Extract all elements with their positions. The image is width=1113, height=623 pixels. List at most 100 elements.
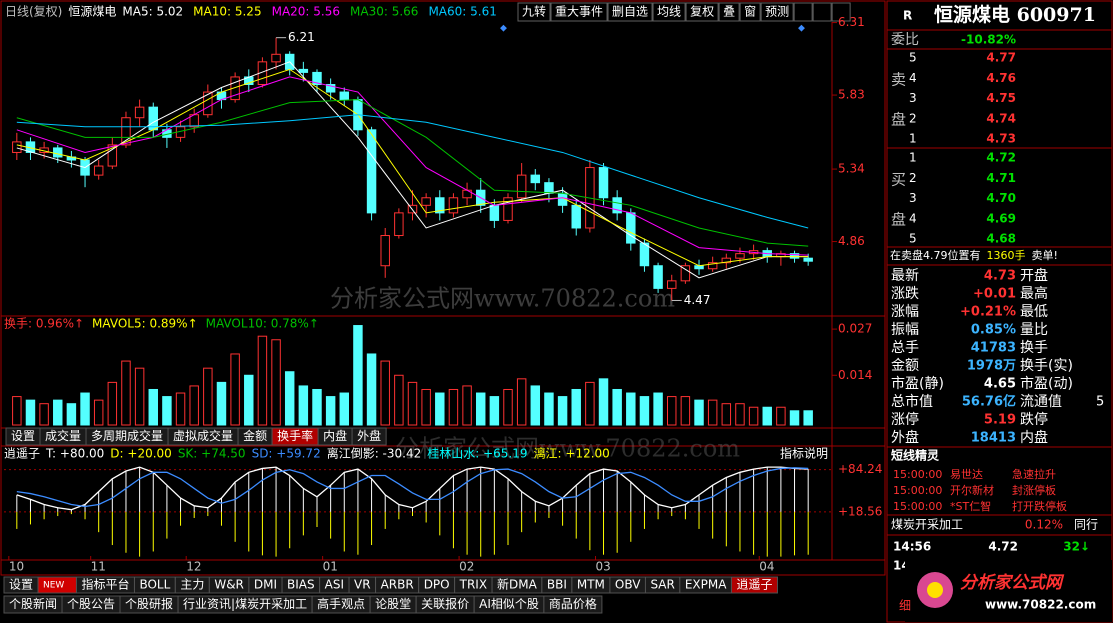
- indicator-tab[interactable]: TRIX: [459, 578, 487, 592]
- toolbar-button[interactable]: 叠: [723, 5, 735, 19]
- indicator-tab[interactable]: 主力: [180, 578, 204, 592]
- indicator-header: SK: +74.50: [178, 447, 246, 461]
- stat-label: 涨停: [891, 411, 919, 428]
- news-tab-frame[interactable]: [543, 595, 603, 614]
- indicator-tab[interactable]: BBI: [547, 578, 567, 592]
- candle-body: [203, 91, 213, 116]
- indicator-tab[interactable]: ARBR: [381, 578, 414, 592]
- volume-bar: [421, 388, 431, 426]
- volume-tab[interactable]: 成交量: [45, 428, 81, 443]
- indicator-tab[interactable]: 指标平台: [81, 577, 129, 592]
- toolbar-button-frame: [685, 2, 719, 22]
- alert-stock[interactable]: 开尔新材: [950, 483, 994, 497]
- toolbar-icon[interactable]: [812, 2, 832, 22]
- sell-price: 4.76: [986, 71, 1016, 85]
- news-tab[interactable]: 个股公告: [67, 597, 115, 611]
- news-tab[interactable]: 商品价格: [549, 596, 597, 611]
- stat-label: 开盘: [1020, 267, 1048, 284]
- indicator-tab-frame[interactable]: [730, 576, 778, 594]
- candle-body: [667, 280, 677, 289]
- chart-frame: [0, 0, 886, 576]
- candle-body: [503, 197, 513, 221]
- buy-level: 5: [909, 232, 917, 246]
- news-tab[interactable]: AI相似个股: [479, 597, 539, 611]
- alert-time: 15:00:00: [893, 484, 942, 497]
- volume-bar: [653, 392, 663, 426]
- toolbar-button[interactable]: 复权: [690, 5, 714, 19]
- candle-body: [803, 257, 813, 262]
- indicator-tab[interactable]: 设置: [9, 578, 33, 592]
- volume-bar: [298, 385, 309, 426]
- toolbar-button[interactable]: 九转: [522, 4, 546, 19]
- candle-body: [107, 144, 118, 167]
- volume-tab[interactable]: 外盘: [357, 428, 381, 443]
- candle-body: [653, 265, 663, 289]
- candle-body: [735, 253, 745, 259]
- indicator-tab[interactable]: DMI: [254, 578, 277, 592]
- volume-bar: [244, 374, 254, 426]
- indicator-tab[interactable]: SAR: [650, 578, 674, 592]
- volume-tab[interactable]: 金额: [243, 428, 267, 443]
- buy_label: 盘: [891, 211, 906, 229]
- toolbar-icon[interactable]: [831, 2, 851, 22]
- indicator-tab[interactable]: 新DMA: [497, 577, 538, 592]
- volume-tab[interactable]: 多周期成交量: [91, 428, 163, 443]
- news-tab[interactable]: 个股研报: [125, 596, 173, 611]
- indicator-tab[interactable]: MTM: [577, 578, 605, 592]
- stat-label: 涨幅: [891, 304, 919, 320]
- toolbar-button[interactable]: 均线: [657, 5, 681, 19]
- volume-bar: [789, 410, 800, 426]
- indicator-tab[interactable]: W&R: [214, 578, 244, 592]
- stat-value: +0.21%: [960, 305, 1016, 320]
- news-tab[interactable]: 论股堂: [375, 597, 411, 611]
- indicator-help[interactable]: 指标说明: [780, 446, 828, 461]
- indicator-tab[interactable]: EXPMA: [685, 578, 727, 592]
- alert-stock[interactable]: *ST仁智: [950, 499, 991, 513]
- y-tick-label: 4.86: [838, 234, 865, 248]
- indicator-tab[interactable]: DPO: [424, 578, 450, 592]
- indicator-tab[interactable]: BIAS: [287, 578, 315, 592]
- indicator-tab[interactable]: BOLL: [139, 578, 170, 592]
- volume-tab[interactable]: 内盘: [323, 428, 347, 443]
- indicator-tab[interactable]: VR: [354, 578, 371, 592]
- indicator-tab[interactable]: OBV: [615, 578, 641, 592]
- x-tick-label: 04: [759, 560, 774, 574]
- event-marker[interactable]: ◆: [500, 24, 507, 34]
- volume-bar: [803, 410, 813, 426]
- event-marker[interactable]: ◆: [798, 24, 805, 34]
- sector-peers: 同行: [1074, 518, 1098, 532]
- volume-bar: [462, 385, 472, 426]
- news-tab[interactable]: 行业资讯|煤炭开采加工: [183, 597, 307, 611]
- x-tick-label: 10: [9, 560, 24, 574]
- toolbar-button-frame: [718, 2, 740, 22]
- stat-label: 金额: [891, 358, 919, 374]
- volume-tab[interactable]: 换手率: [277, 428, 313, 443]
- news-tab[interactable]: 高手观点: [317, 596, 365, 611]
- indicator-tab[interactable]: NEW: [43, 581, 64, 591]
- volume-bar: [448, 388, 459, 426]
- alert-time: 15:00:00: [893, 500, 942, 513]
- candle-body: [639, 242, 650, 267]
- toolbar-button[interactable]: 窗: [744, 5, 756, 19]
- alert-stock[interactable]: 易世达: [950, 468, 983, 481]
- candle-body: [421, 197, 431, 206]
- indicator-tab[interactable]: ASI: [325, 578, 344, 592]
- toolbar-button[interactable]: 删自选: [612, 5, 648, 19]
- ma-label: MA30: 5.66: [350, 5, 418, 19]
- news-tab[interactable]: 个股新闻: [9, 596, 57, 611]
- toolbar-button[interactable]: 预测: [765, 5, 789, 19]
- buy_label: 买: [891, 171, 906, 189]
- ma-label: MA5: 5.02: [122, 5, 183, 19]
- volume-tab[interactable]: 虚拟成交量: [173, 428, 233, 443]
- stock-title: 恒源煤电 600971: [934, 3, 1096, 26]
- toolbar-icon[interactable]: [793, 2, 813, 22]
- volume-tab-frame[interactable]: [351, 427, 387, 446]
- volume-bar: [776, 406, 786, 426]
- volume-bar: [339, 392, 350, 426]
- candle-body: [12, 141, 22, 153]
- indicator-tab[interactable]: 逍遥子: [736, 578, 772, 592]
- toolbar-button[interactable]: 重大事件: [555, 5, 603, 19]
- volume-tab[interactable]: 设置: [11, 429, 35, 443]
- volume-bar: [503, 388, 513, 426]
- news-tab[interactable]: 关联报价: [421, 596, 469, 611]
